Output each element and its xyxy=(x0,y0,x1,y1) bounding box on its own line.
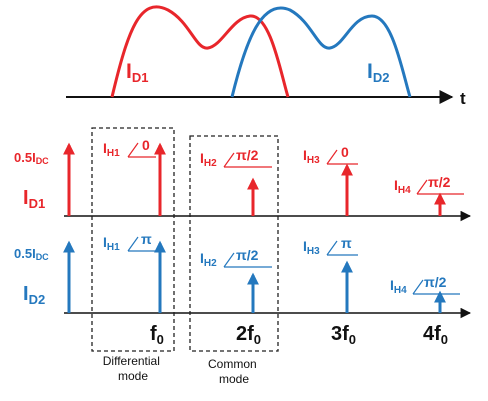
svg-text:0: 0 xyxy=(341,144,349,160)
svg-text:0: 0 xyxy=(142,137,150,153)
svg-text:IH3: IH3 xyxy=(303,238,320,257)
waveform-d2 xyxy=(230,6,412,98)
svg-text:π/2: π/2 xyxy=(428,174,451,190)
blue-row-label: ID2 xyxy=(23,283,45,307)
blue-h1-label: IH1 π xyxy=(103,231,156,253)
common-mode-label: Common mode xyxy=(208,357,260,386)
differential-mode-label: Differential mode xyxy=(103,354,163,383)
svg-text:π: π xyxy=(141,231,152,247)
red-row-label: ID1 xyxy=(23,187,45,211)
waveform-d1 xyxy=(110,5,290,98)
red-h1-label: IH1 0 xyxy=(103,137,156,159)
red-h2-label: IH2 π/2 xyxy=(200,147,272,169)
svg-text:IH4: IH4 xyxy=(394,177,411,196)
svg-text:π/2: π/2 xyxy=(236,147,259,163)
waveform-d2-label: ID2 xyxy=(367,60,389,85)
svg-text:IH2: IH2 xyxy=(200,250,217,269)
svg-text:π/2: π/2 xyxy=(424,274,447,290)
freq-label-f0: f0 xyxy=(150,323,164,347)
red-h3-label: IH3 0 xyxy=(303,144,358,166)
svg-text:π: π xyxy=(341,235,352,251)
freq-label-3f0: 3f0 xyxy=(331,323,356,347)
freq-label-2f0: 2f0 xyxy=(236,323,261,347)
freq-label-4f0: 4f0 xyxy=(423,323,448,347)
svg-text:π/2: π/2 xyxy=(236,247,259,263)
blue-h2-label: IH2 π/2 xyxy=(200,247,272,269)
common-mode-box xyxy=(189,135,279,352)
blue-h4-label: IH4 π/2 xyxy=(390,274,460,296)
red-amplitude-label: 0.5IDC xyxy=(14,150,49,166)
time-axis-label: t xyxy=(460,89,466,108)
blue-amplitude-label: 0.5IDC xyxy=(14,246,49,262)
waveform-d1-label: ID1 xyxy=(126,60,148,85)
svg-text:IH1: IH1 xyxy=(103,140,120,159)
svg-text:IH1: IH1 xyxy=(103,234,120,253)
differential-mode-box xyxy=(91,127,175,352)
blue-h3-label: IH3 π xyxy=(303,235,358,257)
red-h4-label: IH4 π/2 xyxy=(394,174,464,196)
svg-text:IH2: IH2 xyxy=(200,150,217,169)
svg-text:IH4: IH4 xyxy=(390,277,407,296)
svg-text:IH3: IH3 xyxy=(303,147,320,166)
